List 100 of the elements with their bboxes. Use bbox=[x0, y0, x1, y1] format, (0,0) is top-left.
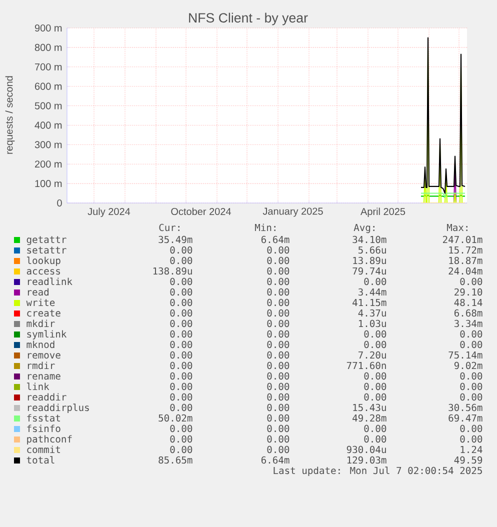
text: 3.34m bbox=[454, 320, 482, 328]
text: Last update: Mon Jul 7 02:00:54 2025 bbox=[274, 466, 482, 476]
text: Max: bbox=[447, 224, 468, 232]
text: 29.10 bbox=[454, 288, 482, 296]
legend-label: readdirplus bbox=[28, 404, 89, 413]
legend-label: total bbox=[26, 456, 54, 464]
text: 0.00 bbox=[267, 435, 290, 443]
text: 0.00 bbox=[267, 393, 290, 401]
y-tick-label: 0 bbox=[57, 199, 62, 207]
text: 0.00 bbox=[460, 393, 482, 401]
legend-label: pathconf bbox=[27, 435, 72, 444]
y-tick-label: 500 m bbox=[34, 102, 62, 110]
text: 15.43u bbox=[353, 404, 386, 412]
text: 0.00 bbox=[267, 267, 290, 275]
text: 0.00 bbox=[170, 362, 192, 370]
text: 0.00 bbox=[267, 278, 290, 286]
legend-label: readdir bbox=[28, 393, 66, 401]
text: 0.00 bbox=[170, 309, 192, 317]
text: 0.00 bbox=[170, 382, 192, 390]
text: 50.02m bbox=[158, 414, 192, 422]
text: 0.00 bbox=[364, 382, 386, 390]
text: 6.64m bbox=[261, 236, 290, 244]
x-tick-label: January 2025 bbox=[262, 208, 323, 217]
x-tick-label: July 2024 bbox=[88, 208, 130, 218]
text: 24.04m bbox=[448, 267, 482, 275]
legend-label: commit bbox=[27, 446, 60, 454]
text: 129.03m bbox=[347, 456, 386, 464]
text: 0.00 bbox=[267, 309, 290, 317]
y-tick-label: 700 m bbox=[35, 63, 62, 70]
text: 49.28m bbox=[352, 414, 386, 422]
y-tick-label: 100 m bbox=[35, 180, 62, 188]
text: 0.00 bbox=[170, 393, 192, 401]
text: 0.00 bbox=[267, 351, 290, 359]
text: 0.00 bbox=[267, 256, 290, 264]
legend-label: write bbox=[26, 298, 55, 306]
y-tick-label: 400 m bbox=[34, 122, 62, 129]
text: 0.00 bbox=[170, 298, 192, 306]
text: 0.00 bbox=[170, 372, 192, 380]
legend-label: mkdir bbox=[26, 320, 55, 328]
text: Min: bbox=[255, 224, 276, 231]
text: 4.37u bbox=[358, 309, 386, 317]
text: 0.00 bbox=[364, 278, 386, 286]
legend-label: read bbox=[28, 288, 48, 296]
text: 0.00 bbox=[267, 340, 290, 348]
text: 34.10m bbox=[352, 236, 386, 244]
text: 41.15m bbox=[352, 298, 386, 306]
text: 30.56m bbox=[448, 404, 482, 412]
text: 0.00 bbox=[460, 278, 482, 286]
text: 9.02m bbox=[454, 362, 482, 370]
y-tick-label: 900 m bbox=[34, 24, 62, 32]
text: 0.00 bbox=[364, 340, 386, 348]
text: 0.00 bbox=[460, 330, 482, 338]
text: 0.00 bbox=[364, 330, 386, 338]
text: 6.68m bbox=[454, 309, 482, 317]
text: 247.01m bbox=[442, 236, 482, 244]
legend-label: readlink bbox=[28, 278, 72, 286]
text: 0.00 bbox=[267, 288, 290, 296]
text: 18.87m bbox=[449, 256, 482, 264]
legend-label: rename bbox=[28, 374, 60, 380]
text: 0.00 bbox=[267, 298, 290, 306]
text: 0.00 bbox=[267, 320, 290, 328]
text: Cur: bbox=[159, 224, 180, 232]
text: 0.00 bbox=[170, 278, 192, 286]
legend-label: fsinfo bbox=[27, 424, 60, 432]
text: Avg: bbox=[354, 224, 374, 234]
text: 79.74u bbox=[352, 267, 386, 275]
text: 85.65m bbox=[158, 456, 192, 464]
legend-label: fsstat bbox=[27, 414, 60, 422]
text: 0.00 bbox=[267, 330, 290, 338]
text: 48.14 bbox=[454, 298, 482, 306]
text: 0.00 bbox=[460, 424, 482, 432]
text: 0.00 bbox=[364, 372, 386, 380]
text: 0.00 bbox=[267, 424, 290, 432]
legend-label: access bbox=[26, 269, 60, 275]
text: 0.00 bbox=[170, 435, 192, 443]
text: 930.04u bbox=[346, 446, 386, 454]
text: 0.00 bbox=[364, 424, 386, 432]
y-tick-label: 800 m bbox=[34, 44, 62, 51]
text: 0.00 bbox=[460, 382, 482, 390]
legend-label: mknod bbox=[26, 340, 54, 348]
y-axis-title: requests / second bbox=[5, 76, 15, 154]
text: 0.00 bbox=[267, 414, 290, 422]
text: 0.00 bbox=[170, 320, 192, 328]
text: 0.00 bbox=[170, 446, 192, 454]
legend-label: create bbox=[27, 310, 60, 317]
text: 0.00 bbox=[460, 340, 482, 348]
legend-label: getattr bbox=[26, 236, 66, 246]
y-tick-label: 600 m bbox=[34, 82, 62, 90]
text: 15.72m bbox=[449, 246, 482, 254]
text: 7.20u bbox=[358, 351, 386, 359]
text: 49.59 bbox=[454, 456, 482, 464]
text: 13.89u bbox=[353, 256, 386, 264]
x-tick-label: April 2025 bbox=[360, 208, 406, 218]
text: 69.47m bbox=[448, 414, 482, 422]
text: 0.00 bbox=[170, 246, 192, 254]
text: 771.60n bbox=[346, 362, 386, 370]
legend-label: rmdir bbox=[28, 362, 55, 370]
text: 0.00 bbox=[170, 424, 192, 432]
text: 1.03u bbox=[358, 320, 386, 328]
text: 5.66u bbox=[358, 246, 386, 254]
